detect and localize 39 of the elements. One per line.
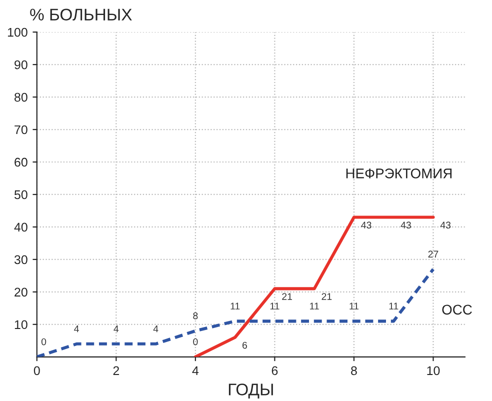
data-label: 27 — [428, 250, 438, 258]
data-label: 11 — [350, 302, 359, 310]
x-tick-label: 6 — [272, 366, 278, 376]
data-label: 4 — [153, 325, 158, 332]
y-tick-label: 20 — [14, 288, 28, 297]
y-tick-label: 60 — [14, 158, 28, 167]
data-label: 43 — [440, 222, 451, 229]
data-label: 43 — [361, 222, 372, 229]
y-tick-label: 80 — [14, 92, 28, 102]
data-label: 8 — [193, 312, 198, 320]
text: НЕФРЭКТОМИЯ — [346, 168, 452, 178]
text: ОСС — [442, 304, 472, 315]
y-tick-label: 10 — [14, 320, 28, 330]
y-axis-title: % БОЛЬНЫХ — [30, 8, 132, 21]
x-tick-label: 0 — [34, 366, 40, 376]
x-tick-label: 8 — [351, 366, 357, 376]
data-label: 0 — [41, 338, 46, 346]
data-label: 43 — [400, 222, 411, 229]
y-tick-label: 40 — [14, 222, 28, 232]
data-label: 4 — [74, 325, 79, 332]
data-label: 21 — [282, 293, 292, 300]
y-tick-label: 70 — [14, 125, 28, 134]
data-label: 0 — [193, 338, 198, 346]
y-tick-label: 90 — [14, 60, 28, 70]
data-label: 11 — [230, 302, 240, 310]
x-tick-label: 10 — [427, 366, 440, 376]
data-label: 21 — [322, 293, 332, 300]
data-label: 11 — [310, 302, 319, 310]
data-label: 4 — [114, 325, 119, 332]
data-label: 6 — [242, 342, 247, 349]
x-tick-label: 2 — [113, 366, 120, 375]
x-axis-title: ГОДЫ — [228, 384, 273, 399]
y-tick-label: 100 — [8, 28, 28, 37]
data-label: 11 — [389, 302, 398, 310]
y-tick-label: 30 — [14, 255, 28, 264]
y-tick-label: 50 — [14, 190, 28, 200]
line-series — [36, 268, 435, 357]
x-tick-label: 4 — [192, 366, 199, 375]
data-label: 11 — [270, 302, 280, 310]
